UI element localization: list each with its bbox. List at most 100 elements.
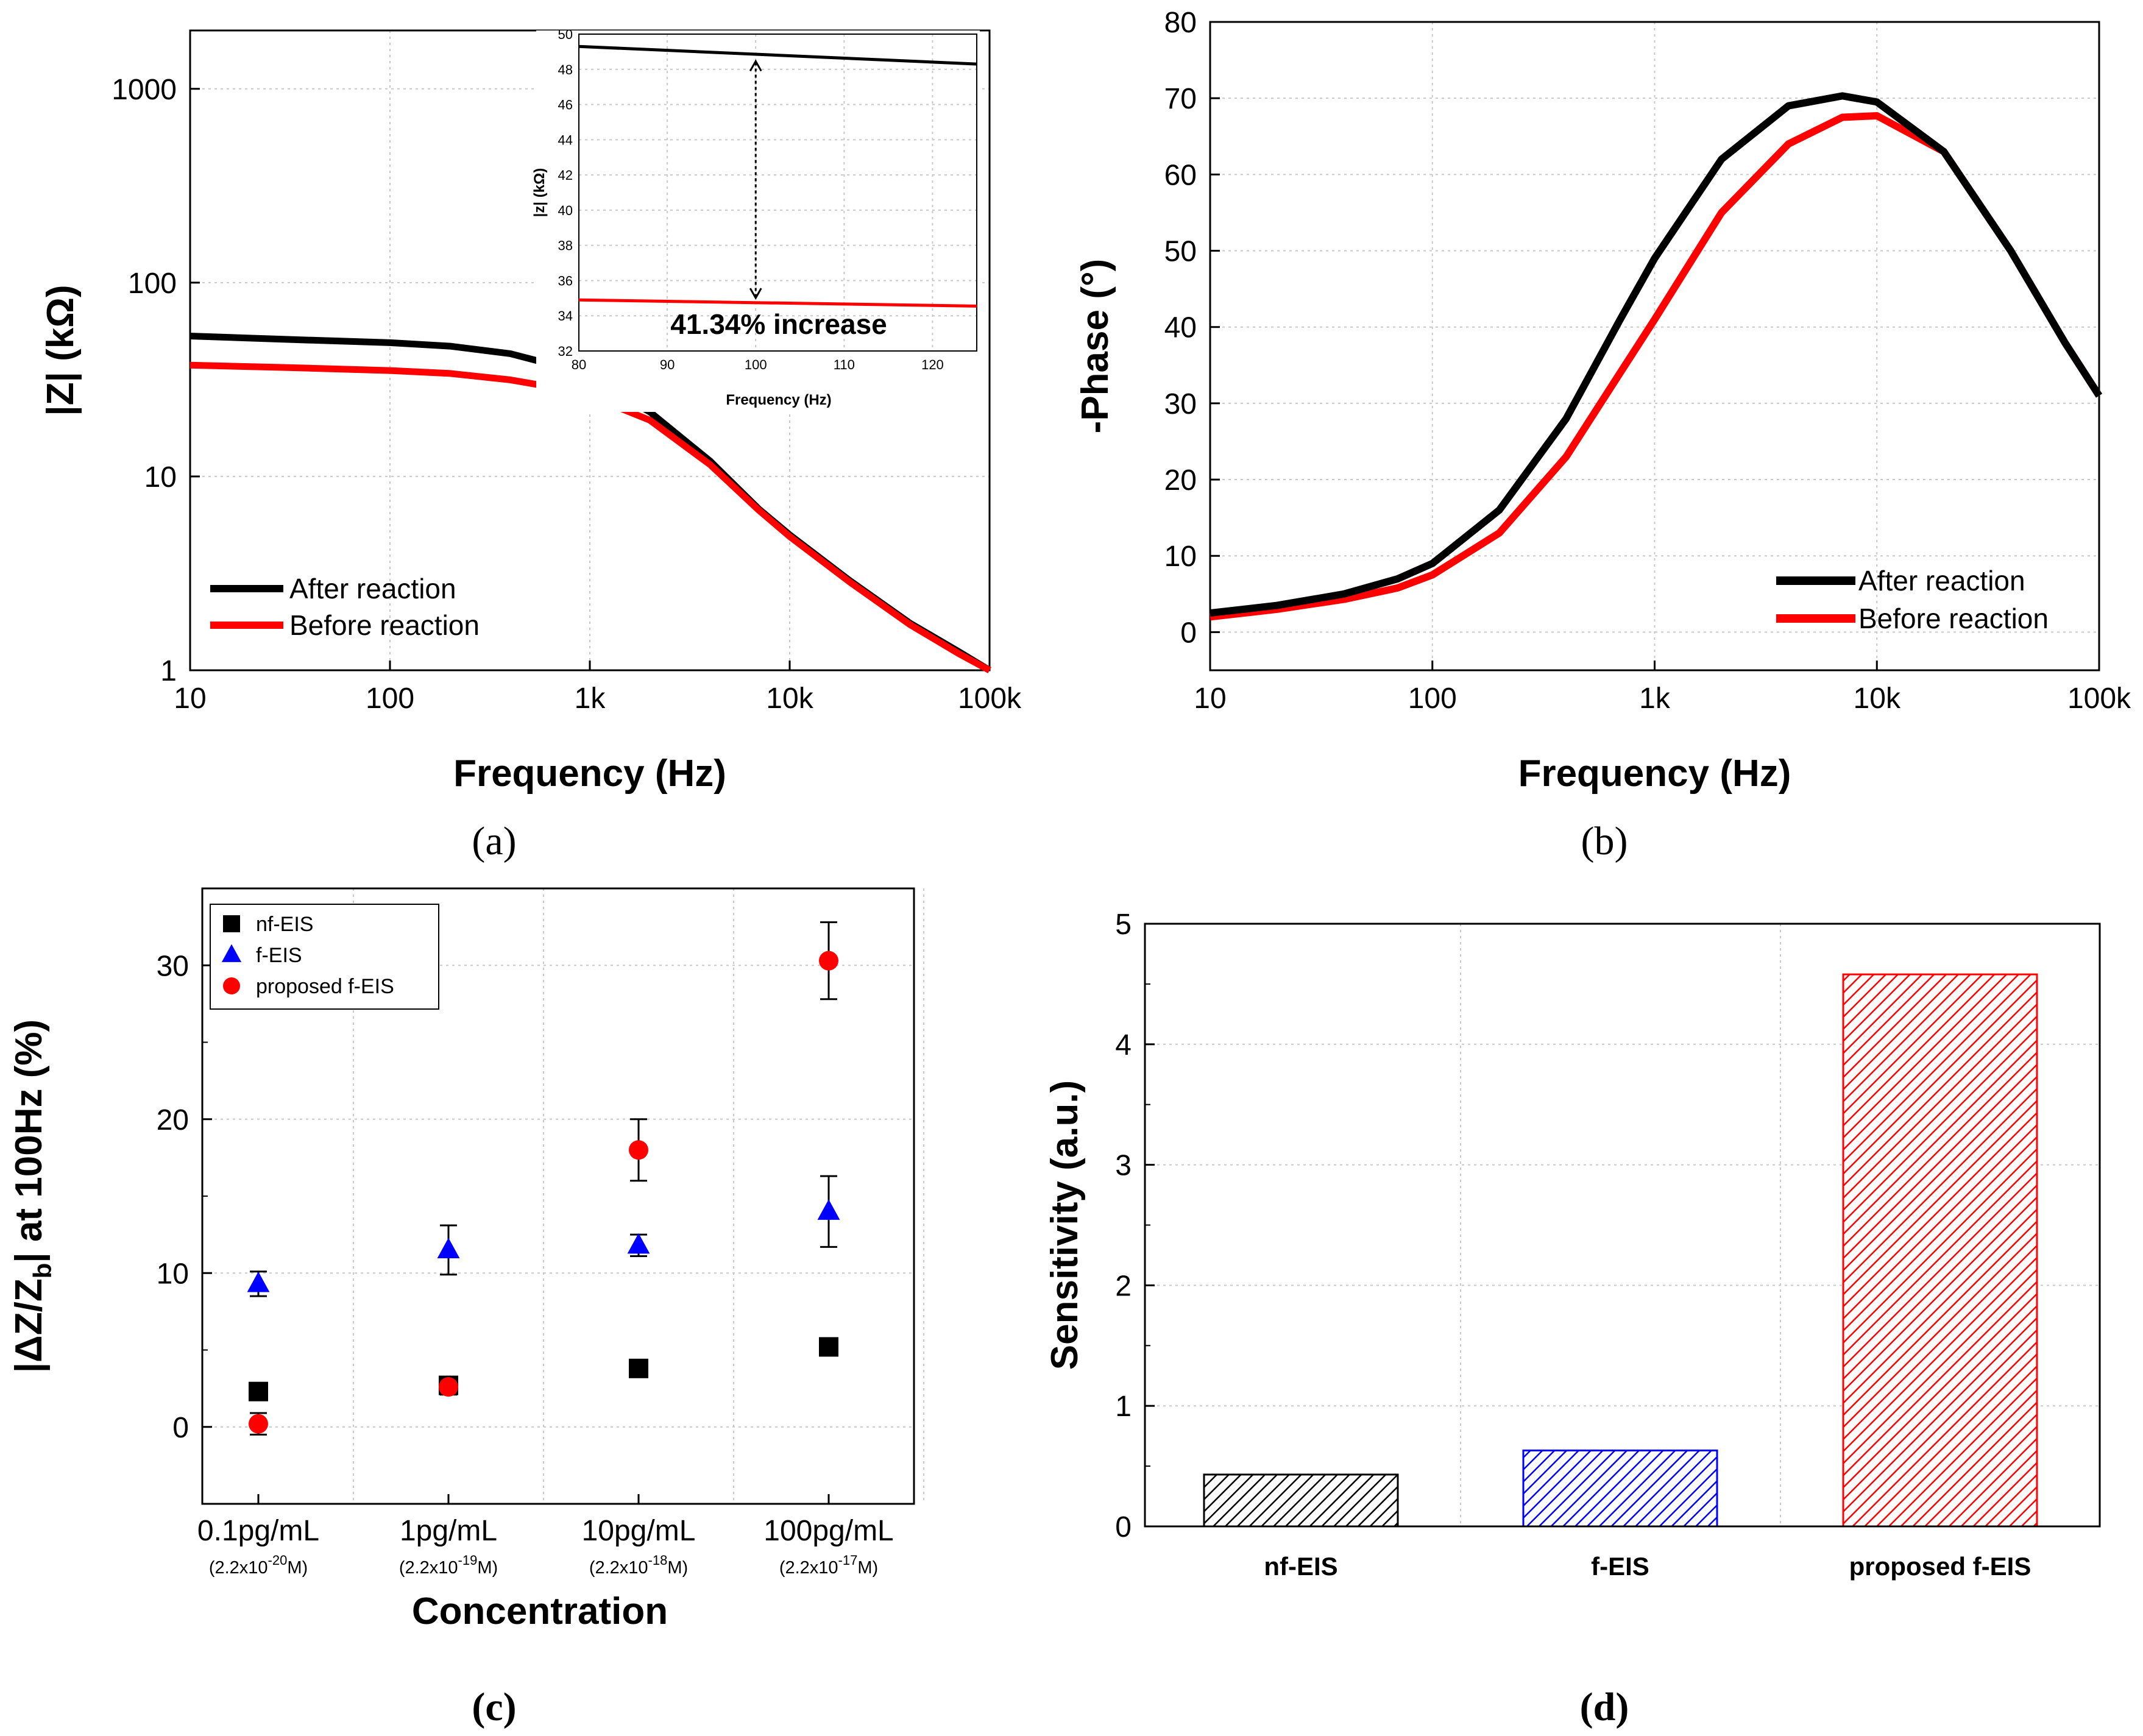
x-tick-label: 10k: [766, 682, 813, 715]
panel-d-chart: 0 1 2 3 4 5 nf-EIS f-EIS proposed f-EIS Sensitivi…: [1044, 909, 2101, 1729]
x-tick-label: proposed f-EIS: [1849, 1552, 2031, 1581]
bar-proposed-f-eis: [1842, 973, 2038, 1528]
x-axis-title: Frequency (Hz): [1518, 753, 1791, 795]
y-tick-label: 100: [128, 267, 177, 300]
data-point-proposed-f-eis: [629, 1140, 648, 1160]
y-tick-label: 0: [1180, 617, 1197, 649]
x-tick-label: 100: [366, 682, 414, 715]
y-tick-label: 60: [1164, 159, 1197, 191]
x-tick-label: 10k: [1854, 682, 1901, 715]
panel-label: (a): [472, 819, 516, 863]
inset-arrow-head-up: [749, 59, 762, 72]
y-tick-label: 20: [1164, 464, 1197, 497]
x-tick-label: 1k: [1639, 682, 1671, 715]
legend-marker: [223, 977, 240, 994]
y-tick-label: 0: [1115, 1511, 1132, 1543]
series-line-before-reaction: [190, 361, 991, 673]
inset-y-axis-title: |z| (kΩ): [531, 168, 548, 218]
inset-y-tick-label: 36: [558, 273, 573, 288]
y-tick-label: 10: [157, 1258, 189, 1290]
x-tick-label: 100k: [958, 682, 1022, 715]
y-tick-label: 10: [144, 461, 177, 494]
data-point-f-eis: [247, 1271, 270, 1292]
x-tick-sublabel: (2.2x10-18M): [589, 1553, 688, 1578]
series-line-after-reaction: [1210, 92, 2103, 617]
y-axis-title: |ΔZ/Zb| at 100Hz (%): [8, 1019, 57, 1373]
inset-x-tick-label: 100: [745, 357, 767, 372]
x-tick-label: 10pg/mL: [582, 1515, 696, 1547]
y-tick-label: 40: [1164, 312, 1197, 344]
data-point-nf-eis: [249, 1381, 268, 1401]
inset-y-tick-label: 38: [558, 238, 573, 253]
x-tick-label: nf-EIS: [1264, 1552, 1337, 1581]
x-tick-label: 10: [1194, 682, 1226, 715]
data-point-nf-eis: [819, 1337, 838, 1357]
data-point-nf-eis: [629, 1358, 648, 1378]
y-axis-title: -Phase (°): [1074, 259, 1116, 434]
bar-nf-eis: [1203, 1473, 1399, 1528]
y-tick-label: 1: [1115, 1391, 1132, 1423]
y-tick-label: 4: [1115, 1029, 1132, 1061]
y-tick-label: 80: [1164, 7, 1197, 39]
legend-marker: [221, 944, 242, 962]
inset-x-tick-label: 120: [921, 357, 944, 372]
inset-y-tick-label: 50: [558, 27, 573, 42]
data-point-proposed-f-eis: [819, 951, 838, 971]
y-tick-label: 1: [160, 655, 177, 687]
panel-c-chart: 0 10 20 30 0.1pg/mL (2.2x10-20M) 1pg/mL (2.2x10…: [8, 887, 924, 1729]
legend-box: [210, 904, 439, 1010]
inset-y-tick-label: 32: [558, 344, 573, 359]
x-tick-sublabel: (2.2x10-19M): [399, 1553, 498, 1578]
x-tick-label: 1k: [575, 682, 606, 715]
y-tick-label: 20: [157, 1104, 189, 1136]
inset-series-line: [578, 298, 977, 308]
inset-y-tick-label: 40: [558, 203, 573, 218]
panel-label: (b): [1581, 819, 1628, 863]
y-tick-label: 1000: [112, 74, 177, 106]
plot-frame: [1144, 923, 2101, 1528]
x-tick-label: 100k: [2067, 682, 2131, 715]
data-point-f-eis: [627, 1233, 650, 1254]
y-tick-label: 30: [157, 950, 189, 982]
y-tick-label: 70: [1164, 83, 1197, 115]
y-tick-label: 50: [1164, 236, 1197, 268]
inset-series-line: [578, 44, 977, 66]
inset-background: [536, 30, 980, 412]
plot-frame: [201, 887, 915, 1505]
inset-x-axis-title: Frequency (Hz): [726, 392, 831, 408]
inset-y-tick-label: 34: [558, 308, 573, 324]
panel-label: (d): [1580, 1685, 1629, 1729]
panel-label: (c): [472, 1685, 516, 1729]
x-tick-label: 1pg/mL: [400, 1515, 497, 1547]
y-tick-label: 3: [1115, 1150, 1132, 1182]
inset-y-tick-label: 48: [558, 62, 573, 77]
y-tick-label: 10: [1164, 540, 1197, 573]
bar-f-eis: [1522, 1449, 1718, 1528]
data-point-f-eis: [817, 1199, 840, 1220]
inset-x-tick-label: 110: [834, 357, 855, 372]
y-tick-label: 0: [172, 1412, 189, 1444]
data-point-proposed-f-eis: [439, 1377, 458, 1397]
inset-annotation: 41.34% increase: [670, 308, 887, 340]
inset-y-tick-label: 44: [558, 132, 573, 147]
y-axis-title: |Z| (kΩ): [40, 285, 82, 416]
plot-frame: [1209, 21, 2100, 671]
data-point-proposed-f-eis: [249, 1414, 268, 1434]
legend-label: Before reaction: [289, 609, 480, 641]
inset-frame: [578, 34, 977, 352]
inset-y-tick-label: 42: [558, 168, 573, 183]
legend-label: proposed f-EIS: [256, 975, 394, 998]
legend-label: nf-EIS: [256, 913, 313, 936]
x-axis-title: Frequency (Hz): [453, 753, 726, 795]
legend-label: After reaction: [1858, 565, 2025, 597]
inset-y-tick-label: 46: [558, 97, 573, 113]
x-axis-title: Concentration: [412, 1590, 668, 1632]
legend-label: After reaction: [289, 573, 456, 604]
x-tick-label: 10: [174, 682, 206, 715]
inset-x-tick-label: 90: [660, 357, 675, 372]
y-axis-title: Sensitivity (a.u.): [1044, 1080, 1086, 1370]
y-tick-label: 2: [1115, 1270, 1132, 1302]
x-tick-label: f-EIS: [1591, 1552, 1649, 1581]
